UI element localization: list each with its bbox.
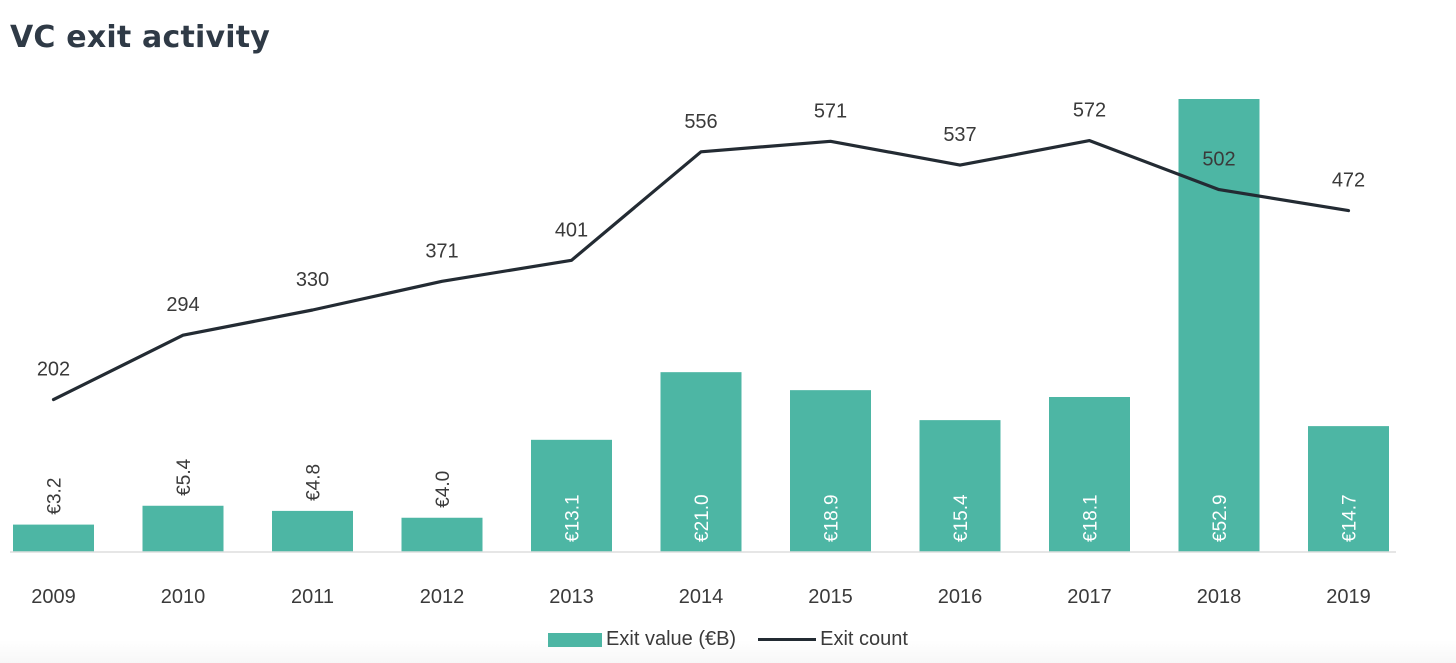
bar-2015 (790, 390, 871, 552)
value-label-2012: €4.0 (433, 471, 454, 508)
x-tick-label-2018: 2018 (1197, 586, 1242, 608)
bar-2017 (1049, 397, 1130, 552)
legend-label-exit-count: Exit count (820, 628, 908, 650)
chart-plot: €3.2 2009 202 €5.4 2010 294 €4.8 2011 330 €4.0 201… (10, 99, 1396, 608)
bar-2014 (660, 372, 742, 552)
count-label-2019: 472 (1332, 170, 1365, 192)
value-label-2010: €5.4 (174, 458, 195, 495)
legend-item-exit-value: Exit value (€B) (548, 628, 736, 651)
count-label-2017: 572 (1073, 100, 1106, 122)
bars-layer (13, 99, 1389, 552)
legend-item-exit-count: Exit count (758, 628, 908, 651)
count-label-2011: 330 (296, 269, 329, 291)
x-tick-label-2017: 2017 (1067, 586, 1112, 608)
count-label-2009: 202 (37, 359, 70, 381)
labels-layer: €3.2 2009 202 €5.4 2010 294 €4.8 2011 330 €4.0 201… (31, 100, 1371, 608)
x-tick-label-2016: 2016 (938, 586, 983, 608)
bar-2010 (142, 505, 224, 552)
value-label-2017: €18.1 (1081, 494, 1102, 542)
count-label-2018: 502 (1202, 149, 1235, 171)
bar-2011 (272, 510, 353, 552)
x-tick-label-2015: 2015 (808, 586, 853, 608)
x-tick-label-2013: 2013 (549, 586, 594, 608)
bar-2016 (919, 420, 1001, 552)
count-label-2012: 371 (425, 240, 458, 262)
legend-swatch-bar (548, 632, 603, 647)
chart-title: VC exit activity (10, 20, 271, 55)
count-label-2010: 294 (166, 294, 199, 316)
value-label-2018: €52.9 (1210, 494, 1231, 542)
bar-2012 (401, 517, 483, 552)
value-label-2014: €21.0 (692, 494, 713, 542)
x-tick-label-2011: 2011 (291, 586, 334, 608)
bar-2018 (1178, 99, 1260, 552)
bar-2019 (1308, 426, 1389, 552)
legend: Exit value (€B) Exit count (0, 628, 1456, 651)
bar-2013 (531, 439, 612, 552)
x-tick-label-2010: 2010 (161, 586, 206, 608)
bar-2009 (13, 524, 94, 552)
line-layer (51, 139, 1351, 402)
legend-swatch-line (758, 638, 817, 641)
exit-count-line (51, 139, 1351, 402)
x-tick-label-2009: 2009 (31, 586, 76, 608)
count-label-2015: 571 (814, 100, 847, 122)
x-tick-label-2019: 2019 (1326, 586, 1371, 608)
value-label-2016: €15.4 (951, 494, 972, 542)
value-label-2009: €3.2 (45, 478, 66, 515)
value-label-2013: €13.1 (563, 494, 584, 542)
value-label-2011: €4.8 (304, 464, 325, 501)
x-tick-label-2014: 2014 (679, 586, 724, 608)
count-label-2013: 401 (555, 219, 588, 241)
count-label-2014: 556 (684, 111, 717, 133)
value-label-2015: €18.9 (822, 494, 843, 542)
legend-label-exit-value: Exit value (€B) (606, 628, 737, 650)
value-label-2019: €14.7 (1340, 494, 1361, 542)
count-label-2016: 537 (943, 124, 976, 146)
x-tick-label-2012: 2012 (420, 586, 465, 608)
